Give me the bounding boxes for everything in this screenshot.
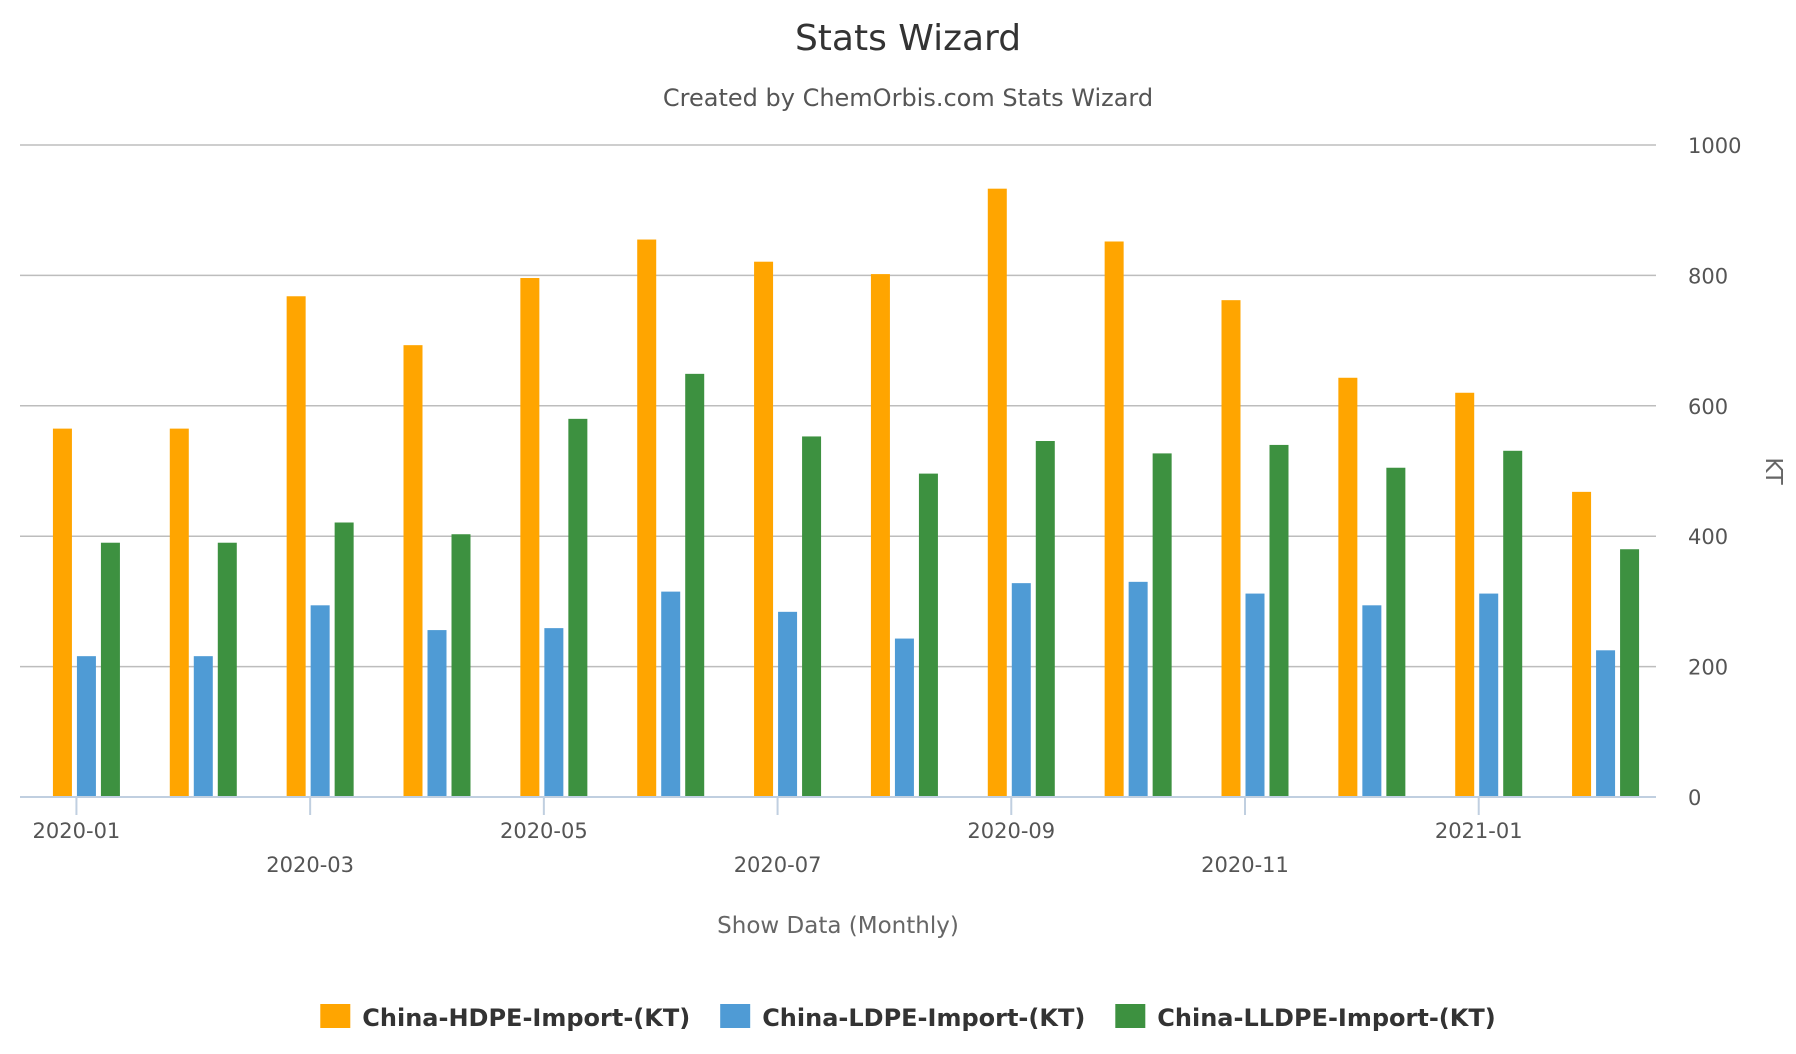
bar: [1572, 491, 1592, 797]
bar: [802, 436, 822, 797]
chart-subtitle: Created by ChemOrbis.com Stats Wizard: [663, 84, 1153, 112]
bar: [870, 274, 890, 797]
bar: [76, 656, 96, 797]
y-axis: 0 200 400 600 800 1000: [1688, 134, 1741, 810]
grid-lines: [20, 144, 1656, 668]
bar: [778, 611, 798, 797]
legend-swatch: [720, 1004, 751, 1028]
bar: [568, 418, 588, 797]
bar: [1035, 441, 1055, 797]
legend-label: China-LLDPE-Import-(KT): [1157, 1004, 1495, 1032]
bars-group: [52, 188, 1640, 798]
y-tick-label: 200: [1688, 656, 1728, 680]
legend-swatch: [1115, 1004, 1146, 1028]
y-tick-label: 1000: [1688, 134, 1741, 158]
legend-label: China-LDPE-Import-(KT): [762, 1004, 1085, 1032]
bar: [52, 428, 72, 797]
x-tick-label: 2020-09: [967, 819, 1055, 843]
bar: [520, 278, 540, 797]
chart-title: Stats Wizard: [795, 18, 1021, 59]
x-tick-label: 2020-01: [33, 819, 121, 843]
bar: [403, 345, 423, 797]
bar: [1269, 444, 1289, 797]
x-axis-title: Show Data (Monthly): [717, 913, 959, 939]
x-tick-label: 2020-03: [266, 853, 354, 877]
x-tick-label: 2020-05: [500, 819, 588, 843]
bar: [193, 656, 213, 797]
x-tick-label: 2021-01: [1435, 819, 1523, 843]
bar: [987, 188, 1007, 797]
bar: [310, 605, 330, 797]
legend-label: China-HDPE-Import-(KT): [362, 1004, 690, 1032]
bar: [100, 542, 120, 797]
bar: [1503, 450, 1523, 797]
bar: [1479, 593, 1499, 797]
bar: [1386, 467, 1406, 797]
bar: [286, 296, 306, 797]
bar: [544, 628, 564, 797]
bar: [1221, 300, 1241, 797]
bar: [661, 591, 681, 797]
y-axis-title: KT: [1760, 457, 1786, 485]
bar: [169, 428, 189, 797]
y-tick-label: 0: [1688, 786, 1701, 810]
x-tick-label: 2020-07: [734, 853, 822, 877]
bar: [754, 261, 774, 797]
x-axis: 2020-01 2020-03 2020-05 2020-07 2020-09 2020-…: [20, 796, 1656, 877]
legend[interactable]: China-HDPE-Import-(KT) China-LDPE-Import-…: [320, 1004, 1496, 1032]
bar: [1152, 453, 1172, 797]
bar: [637, 239, 657, 798]
y-tick-label: 400: [1688, 525, 1728, 549]
bar: [217, 542, 237, 797]
bar: [1620, 549, 1640, 797]
bar: [1338, 377, 1358, 797]
bar: [1596, 650, 1616, 797]
bar: [1011, 583, 1031, 797]
bar: [1362, 605, 1382, 797]
legend-swatch: [320, 1004, 351, 1028]
x-tick-label: 2020-11: [1201, 853, 1289, 877]
bar: [918, 473, 938, 797]
legend-item[interactable]: China-HDPE-Import-(KT): [320, 1004, 690, 1032]
bar: [334, 522, 354, 797]
bar: [1245, 593, 1265, 797]
bar: [1455, 392, 1475, 797]
bar: [451, 534, 471, 797]
y-tick-label: 600: [1688, 395, 1728, 419]
bar: [1128, 581, 1148, 797]
bar: [685, 373, 705, 797]
legend-item[interactable]: China-LLDPE-Import-(KT): [1115, 1004, 1496, 1032]
y-tick-label: 800: [1688, 264, 1728, 288]
legend-item[interactable]: China-LDPE-Import-(KT): [720, 1004, 1085, 1032]
bar: [427, 630, 447, 797]
bar: [894, 638, 914, 797]
bar: [1104, 241, 1124, 798]
